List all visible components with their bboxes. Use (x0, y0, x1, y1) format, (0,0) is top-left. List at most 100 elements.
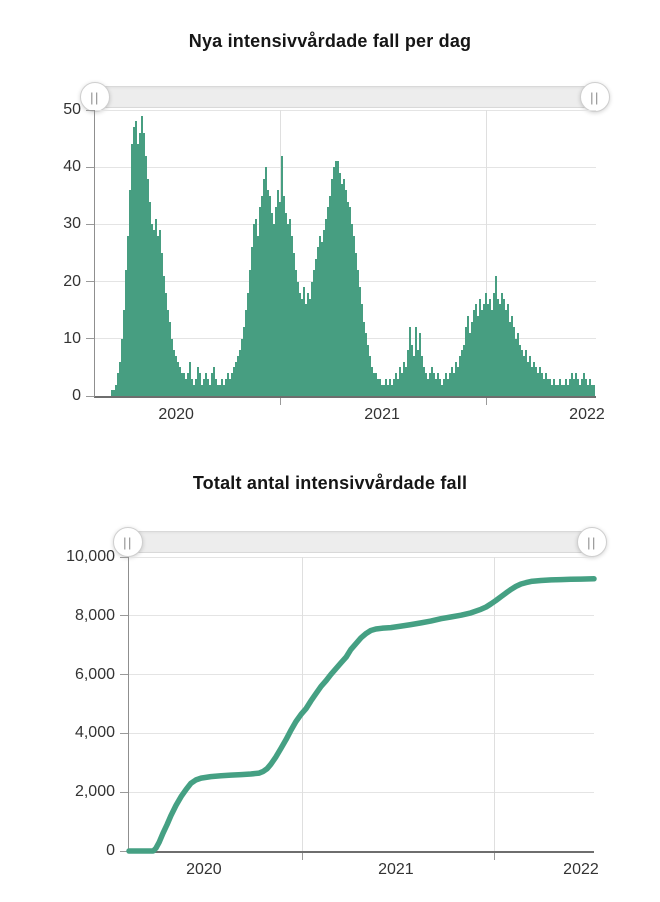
bar (517, 333, 519, 396)
bar (457, 367, 459, 396)
bar (421, 355, 423, 396)
bar (207, 378, 209, 396)
bar (171, 338, 173, 396)
bar (539, 367, 541, 396)
bar (233, 367, 235, 396)
grip-icon: || (123, 534, 133, 550)
bar (535, 367, 537, 396)
gridline-horizontal (129, 674, 594, 676)
bar (581, 378, 583, 396)
bar (463, 344, 465, 396)
bar (221, 378, 223, 396)
bar (335, 161, 337, 396)
bar (573, 378, 575, 396)
bar (131, 144, 133, 396)
bar (261, 195, 263, 396)
y-tick-label: 0 (72, 387, 81, 404)
bar (589, 378, 591, 396)
bar (147, 178, 149, 396)
bar (459, 355, 461, 396)
bar (113, 390, 115, 396)
bar (323, 230, 325, 396)
x-tick-label: 2021 (364, 406, 400, 423)
bar (299, 293, 301, 396)
bar (153, 230, 155, 396)
range-slider-track[interactable] (128, 531, 598, 553)
bar (251, 247, 253, 396)
bar (507, 304, 509, 396)
bar (141, 115, 143, 396)
bar (403, 361, 405, 396)
bar (435, 378, 437, 396)
bar (231, 373, 233, 396)
bar (399, 367, 401, 396)
y-tick-label: 20 (63, 272, 81, 290)
bar (577, 378, 579, 396)
range-slider-handle-right[interactable]: || (577, 527, 607, 557)
bar (203, 378, 205, 396)
bar (467, 315, 469, 396)
bar (209, 384, 211, 396)
chart-title: Nya intensivvårdade fall per dag (188, 30, 472, 51)
bar (243, 327, 245, 396)
bar (513, 327, 515, 396)
y-axis-tick (86, 166, 94, 168)
bar (197, 367, 199, 396)
bar (391, 384, 393, 396)
bar (301, 298, 303, 396)
bar (469, 333, 471, 396)
bar (291, 235, 293, 396)
y-axis-tick (86, 338, 94, 340)
y-axis-tick (86, 395, 94, 397)
bar (313, 270, 315, 396)
bar (275, 207, 277, 396)
bar (239, 350, 241, 396)
bar (223, 384, 225, 396)
y-tick-label: 40 (63, 158, 81, 176)
bar (349, 207, 351, 396)
range-slider-handle-left[interactable]: || (80, 82, 110, 112)
bar (159, 230, 161, 396)
bar (503, 298, 505, 396)
bar (593, 384, 595, 396)
y-axis-tick (120, 674, 128, 676)
bar (583, 373, 585, 396)
bar (259, 207, 261, 396)
grip-icon: || (90, 89, 100, 105)
bar (375, 373, 377, 396)
gridline-horizontal (129, 615, 594, 617)
bar (163, 275, 165, 396)
range-slider-handle-left[interactable]: || (113, 527, 143, 557)
bar (249, 270, 251, 396)
bar (575, 373, 577, 396)
bar (561, 384, 563, 396)
bar (337, 161, 339, 396)
bar (189, 361, 191, 396)
bar (525, 350, 527, 396)
gridline-horizontal (129, 556, 594, 558)
bar (175, 355, 177, 396)
bar (351, 224, 353, 396)
range-slider-track[interactable] (95, 86, 597, 108)
bar (531, 367, 533, 396)
bar (309, 298, 311, 396)
y-tick-label: 0 (106, 842, 115, 859)
bar (415, 327, 417, 396)
bars-series (95, 110, 596, 396)
bar (491, 310, 493, 396)
bar (377, 378, 379, 396)
x-axis-tick (493, 853, 495, 860)
bar-plot-area[interactable]: 50 40 30 20 10 0 2020 2021 2022 (63, 101, 605, 423)
bar (245, 310, 247, 396)
bar (271, 212, 273, 396)
bar (267, 190, 269, 396)
range-slider-handle-right[interactable]: || (580, 82, 610, 112)
bar (247, 293, 249, 396)
bar (553, 378, 555, 396)
bar (365, 333, 367, 396)
line-plot-area[interactable]: 10,000 8,000 6,000 4,000 2,000 0 2020 2021 2022 (66, 548, 599, 878)
gridline-horizontal (95, 166, 596, 168)
bar (495, 275, 497, 396)
bar (465, 327, 467, 396)
x-tick-label: 2022 (563, 861, 599, 878)
